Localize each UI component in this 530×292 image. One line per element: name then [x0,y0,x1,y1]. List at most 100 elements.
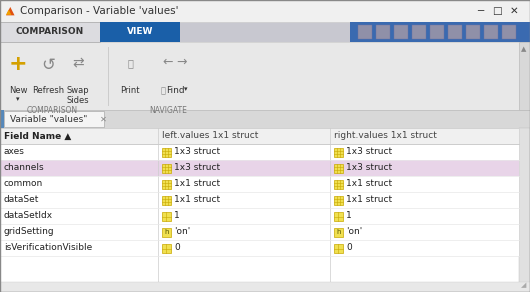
Bar [0,208,519,224]
Bar [0,240,519,256]
Text: axes: axes [4,147,25,157]
Text: common: common [4,180,43,189]
Bar [108,96,109,106]
Text: dataSet: dataSet [4,196,39,204]
Bar [162,227,171,237]
Bar [162,147,171,157]
Bar [334,164,343,173]
Bar [0,110,4,128]
Text: ←: ← [163,56,173,69]
Text: +: + [8,54,28,74]
Text: gridSetting: gridSetting [4,227,55,237]
Text: ▲: ▲ [522,46,527,52]
Text: dataSetIdx: dataSetIdx [4,211,53,220]
Bar [0,42,520,110]
Text: 1x1 struct: 1x1 struct [174,196,220,204]
Bar [0,144,519,160]
Bar [162,211,171,220]
Bar [484,25,498,39]
Bar [0,176,519,192]
Bar [358,25,372,39]
Text: isVerificationVisible: isVerificationVisible [4,244,92,253]
Bar [0,22,530,42]
Bar [0,110,530,128]
Bar [334,147,343,157]
Text: 1x3 struct: 1x3 struct [174,147,220,157]
Text: COMPARISON: COMPARISON [26,106,77,115]
Text: h: h [336,229,341,235]
Text: 1x3 struct: 1x3 struct [174,164,220,173]
Text: 🔍: 🔍 [161,86,165,95]
Text: ▲: ▲ [6,6,14,16]
Text: 1: 1 [174,211,180,220]
Text: h: h [164,229,169,235]
Text: 🖨: 🖨 [127,58,133,68]
Text: Sides: Sides [67,96,90,105]
Bar [0,224,519,240]
Text: Field Name ▲: Field Name ▲ [4,131,71,140]
Text: VIEW: VIEW [127,27,153,36]
Bar [0,0,530,22]
Bar [162,180,171,189]
Bar [376,25,390,39]
Text: ◢: ◢ [520,282,526,288]
Bar [334,180,343,189]
Text: 1x1 struct: 1x1 struct [346,196,392,204]
Bar [100,22,180,42]
Text: Find: Find [166,86,184,95]
Text: 1: 1 [346,211,352,220]
Text: ↺: ↺ [41,56,55,74]
Text: ▾: ▾ [16,96,20,102]
Bar [519,42,530,110]
Text: Print: Print [120,86,140,95]
Bar [502,25,516,39]
Bar [162,196,171,204]
Bar [0,22,100,42]
Bar [334,244,343,253]
Bar [430,25,444,39]
Bar [4,111,104,127]
Text: 'on': 'on' [174,227,190,237]
Text: →: → [176,56,187,69]
Text: 1x3 struct: 1x3 struct [346,164,392,173]
Bar [0,282,530,292]
Bar [466,25,480,39]
Text: ▲: ▲ [6,9,11,15]
Bar [0,192,519,208]
Bar [412,25,426,39]
Text: NAVIGATE: NAVIGATE [149,106,187,115]
Bar [0,160,519,176]
Text: channels: channels [4,164,45,173]
Text: □: □ [492,6,502,16]
Text: Variable "values": Variable "values" [10,114,87,124]
Bar [334,227,343,237]
Bar [0,128,519,144]
Bar [334,211,343,220]
Text: COMPARISON: COMPARISON [16,27,84,36]
Text: right.values 1x1 struct: right.values 1x1 struct [334,131,437,140]
Text: Swap: Swap [67,86,90,95]
Text: ─: ─ [477,6,483,16]
Text: 1x1 struct: 1x1 struct [346,180,392,189]
Bar [162,244,171,253]
Text: 1x1 struct: 1x1 struct [174,180,220,189]
Bar [394,25,408,39]
Text: 1x3 struct: 1x3 struct [346,147,392,157]
Text: 0: 0 [346,244,352,253]
Text: ✕: ✕ [100,114,107,124]
Bar [108,47,109,100]
Text: 0: 0 [174,244,180,253]
Bar [519,128,530,292]
Bar [0,128,519,292]
Text: ⇄: ⇄ [72,56,84,70]
Bar [448,25,462,39]
Bar [350,22,530,42]
Text: New: New [9,86,27,95]
Text: 'on': 'on' [346,227,362,237]
Bar [334,196,343,204]
Bar [162,164,171,173]
Text: left.values 1x1 struct: left.values 1x1 struct [162,131,259,140]
Text: ▾: ▾ [184,86,188,92]
Text: ✕: ✕ [510,6,518,16]
Text: Comparison - Variable 'values': Comparison - Variable 'values' [20,6,179,16]
